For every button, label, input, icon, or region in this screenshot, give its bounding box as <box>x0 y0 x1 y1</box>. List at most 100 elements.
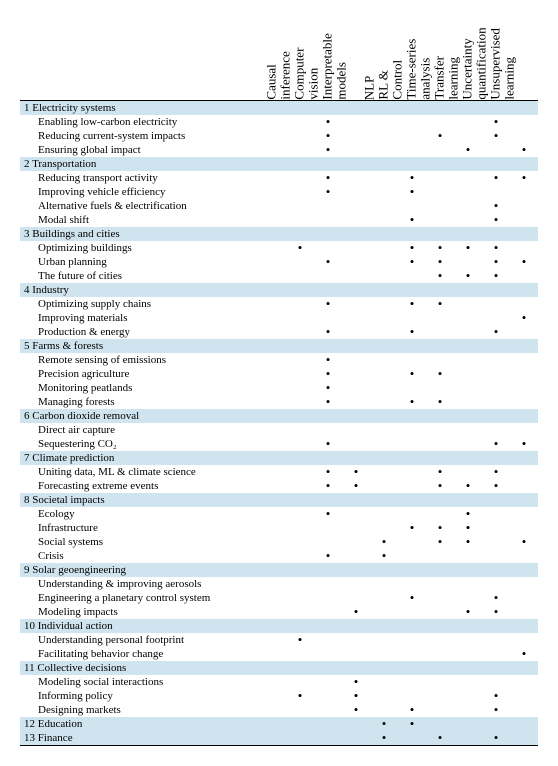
matrix-cell <box>482 535 510 549</box>
table-row: Informing policy••• <box>20 689 538 703</box>
dot-icon: • <box>354 464 359 479</box>
matrix-cell <box>482 409 510 423</box>
dot-icon: • <box>410 702 415 717</box>
table-row: Reducing transport activity•••• <box>20 171 538 185</box>
matrix-cell <box>314 591 342 605</box>
matrix-cell <box>314 493 342 507</box>
matrix-cell: • <box>314 171 342 185</box>
matrix-cell <box>454 255 482 269</box>
table-row: Social systems•••• <box>20 535 538 549</box>
matrix-cell: • <box>314 381 342 395</box>
dot-icon: • <box>326 170 331 185</box>
matrix-cell <box>286 465 314 479</box>
matrix-cell <box>398 339 426 353</box>
section-title: Industry <box>32 284 69 296</box>
matrix-cell <box>398 143 426 157</box>
table-row: Optimizing buildings••••• <box>20 241 538 255</box>
matrix-cell <box>370 311 398 325</box>
row-label: Ensuring global impact <box>20 143 286 157</box>
matrix-cell <box>314 647 342 661</box>
matrix-cell <box>314 423 342 437</box>
matrix-cell: • <box>342 703 370 717</box>
matrix-cell <box>370 647 398 661</box>
matrix-cell <box>454 437 482 451</box>
matrix-cell <box>398 199 426 213</box>
dot-icon: • <box>354 604 359 619</box>
matrix-cell: • <box>482 129 510 143</box>
matrix-cell <box>510 199 538 213</box>
row-label: Urban planning <box>20 255 286 269</box>
dot-icon: • <box>438 268 443 283</box>
matrix-cell: • <box>398 395 426 409</box>
matrix-cell <box>398 409 426 423</box>
dot-icon: • <box>438 296 443 311</box>
matrix-cell <box>370 493 398 507</box>
matrix-cell <box>342 661 370 675</box>
matrix-cell <box>314 199 342 213</box>
matrix-cell <box>370 325 398 339</box>
section-label: 10 Individual action <box>20 619 286 633</box>
dot-icon: • <box>326 324 331 339</box>
matrix-cell <box>482 143 510 157</box>
matrix-cell <box>510 115 538 129</box>
matrix-cell <box>454 591 482 605</box>
matrix-cell <box>454 633 482 647</box>
matrix-cell <box>510 157 538 171</box>
dot-icon: • <box>410 296 415 311</box>
matrix-cell <box>454 157 482 171</box>
dot-icon: • <box>326 184 331 199</box>
section-number: 2 <box>24 158 30 170</box>
matrix-cell <box>510 269 538 283</box>
dot-icon: • <box>494 268 499 283</box>
matrix-cell <box>426 353 454 367</box>
matrix-cell: • <box>314 115 342 129</box>
matrix-cell: • <box>398 241 426 255</box>
matrix-cell <box>398 465 426 479</box>
matrix-cell: • <box>342 465 370 479</box>
matrix-cell <box>426 115 454 129</box>
matrix-cell <box>286 675 314 689</box>
matrix-cell <box>342 521 370 535</box>
matrix-cell <box>286 255 314 269</box>
matrix-cell <box>370 101 398 116</box>
table-row: Precision agriculture••• <box>20 367 538 381</box>
matrix-cell: • <box>426 297 454 311</box>
matrix-cell: • <box>510 171 538 185</box>
matrix-cell <box>314 605 342 619</box>
matrix-cell <box>342 311 370 325</box>
section-row: 11 Collective decisions <box>20 661 538 675</box>
dot-icon: • <box>466 478 471 493</box>
matrix-cell <box>342 451 370 465</box>
matrix-cell <box>454 199 482 213</box>
row-label: Reducing transport activity <box>20 171 286 185</box>
matrix-cell: • <box>482 171 510 185</box>
matrix-cell <box>286 311 314 325</box>
matrix-cell: • <box>314 353 342 367</box>
matrix-cell <box>342 535 370 549</box>
matrix-cell <box>510 493 538 507</box>
dot-icon: • <box>438 464 443 479</box>
dot-icon: • <box>382 548 387 563</box>
dot-icon: • <box>326 296 331 311</box>
matrix-cell <box>510 633 538 647</box>
matrix-cell <box>454 619 482 633</box>
matrix-cell <box>426 423 454 437</box>
matrix-cell <box>286 227 314 241</box>
matrix-cell <box>398 675 426 689</box>
matrix-cell <box>454 675 482 689</box>
matrix-cell <box>314 311 342 325</box>
row-label: Facilitating behavior change <box>20 647 286 661</box>
matrix-cell: • <box>426 241 454 255</box>
dot-icon: • <box>466 534 471 549</box>
matrix-cell <box>342 339 370 353</box>
matrix-cell <box>370 423 398 437</box>
dot-icon: • <box>494 590 499 605</box>
matrix-cell <box>482 675 510 689</box>
matrix-cell <box>370 479 398 493</box>
row-label: Monitoring peatlands <box>20 381 286 395</box>
header-row: CausalinferenceComputervisionInterpretab… <box>20 20 538 101</box>
column-header-label: Time-seriesanalysis <box>404 86 433 100</box>
matrix-cell <box>286 423 314 437</box>
dot-icon: • <box>326 394 331 409</box>
dot-icon: • <box>326 478 331 493</box>
